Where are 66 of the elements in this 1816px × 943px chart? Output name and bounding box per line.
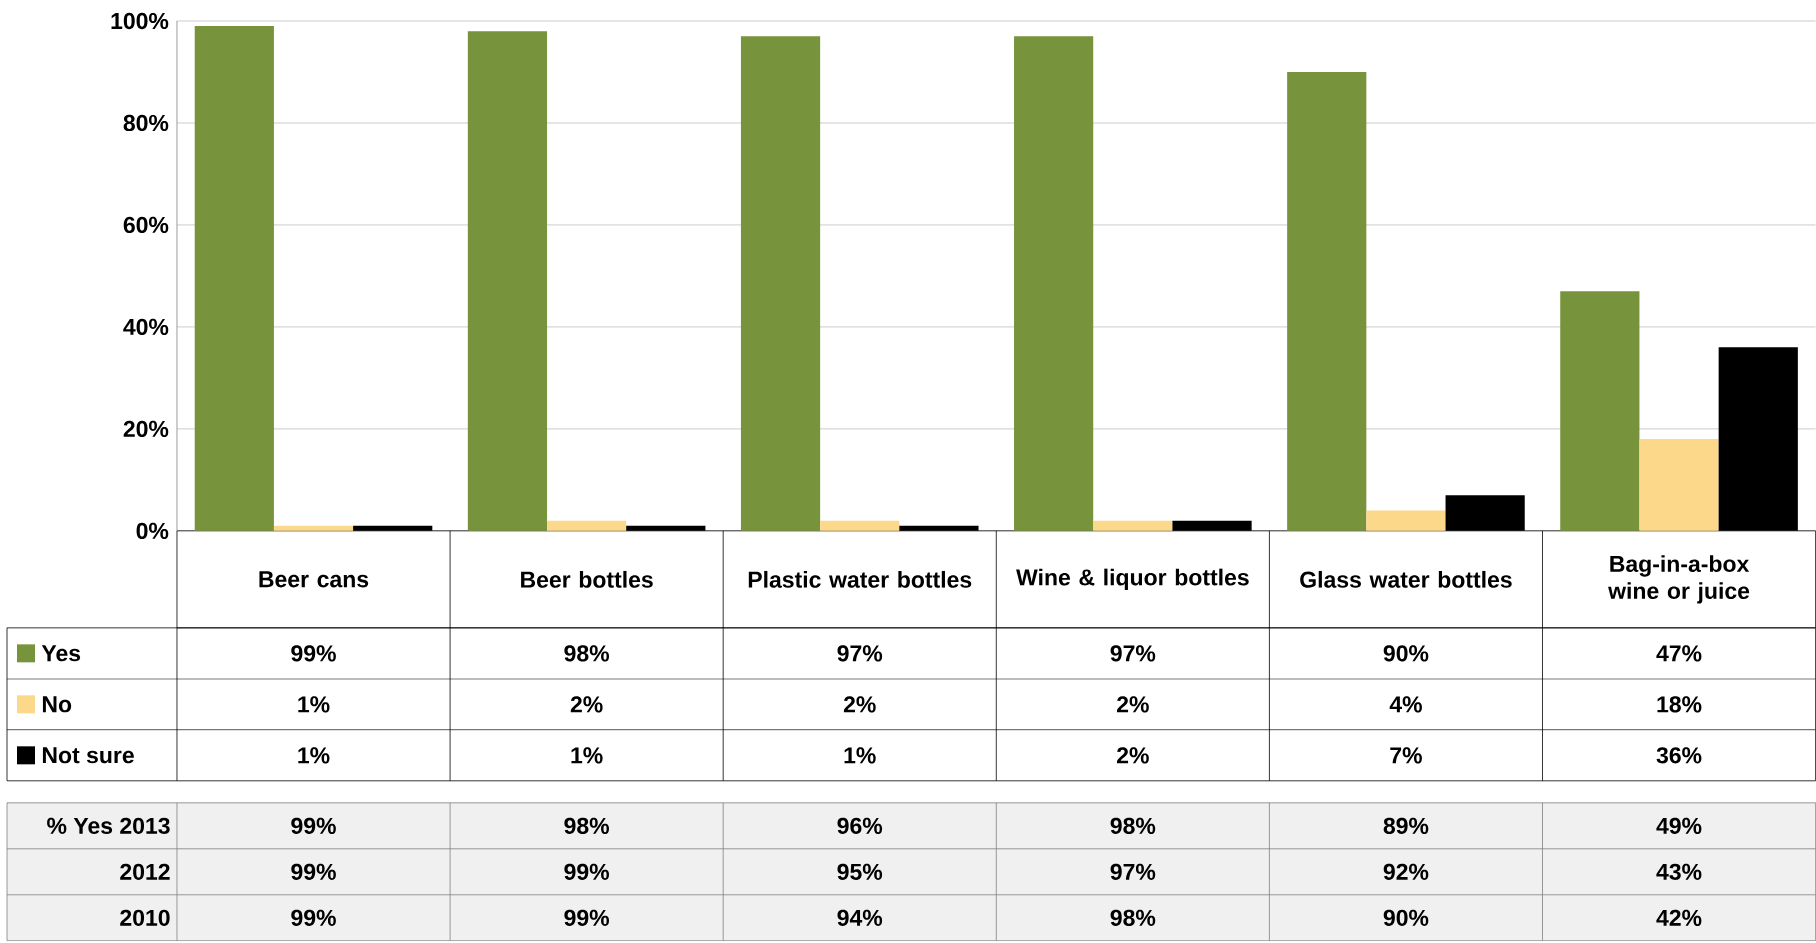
bar	[1639, 439, 1719, 531]
bar	[1287, 72, 1367, 531]
x-tick-label: Bag-in-a-box wine or juice	[1608, 555, 1750, 604]
y-tick-label: 0%	[136, 522, 169, 540]
legend-label: No	[42, 696, 72, 713]
bar	[1093, 520, 1173, 531]
x-tick-label: Wine & liquor bottles	[1016, 568, 1249, 591]
text: 2012	[120, 863, 170, 881]
text: 98%	[1110, 909, 1156, 927]
legend-label: Yes	[41, 645, 81, 662]
bar	[1560, 291, 1640, 531]
bar	[273, 525, 354, 531]
x-tick-label: Beer bottles	[521, 571, 653, 588]
text: 99%	[291, 817, 336, 835]
data-label: 4%	[1389, 696, 1422, 713]
y-tick-label: 60%	[123, 216, 169, 234]
y-tick-label: 20%	[123, 420, 169, 438]
data-label: 2%	[570, 696, 603, 713]
text: 94%	[837, 909, 883, 927]
bar	[820, 520, 900, 531]
text: 92%	[1383, 863, 1429, 881]
data-label: 97%	[837, 645, 883, 662]
data-label: 1%	[298, 696, 330, 713]
text: 43%	[1656, 863, 1702, 881]
x-tick-label: Beer cans	[259, 571, 369, 588]
data-label: 36%	[1656, 747, 1702, 764]
text: 49%	[1656, 817, 1702, 835]
y-tick-label: 40%	[123, 318, 169, 336]
text: 89%	[1383, 817, 1429, 835]
data-label: 90%	[1383, 645, 1429, 662]
text: 98%	[1110, 817, 1156, 835]
text: 99%	[564, 909, 610, 927]
text: 42%	[1656, 909, 1702, 927]
data-label: 1%	[298, 747, 330, 764]
bar	[194, 26, 274, 531]
data-label: 97%	[1110, 645, 1156, 662]
text: 96%	[837, 817, 883, 835]
data-label: 1%	[844, 747, 876, 764]
text: 99%	[564, 863, 610, 881]
text: 97%	[1110, 863, 1156, 881]
data-label: 99%	[291, 645, 336, 662]
text: 95%	[837, 863, 883, 881]
data-label: 2%	[843, 696, 876, 713]
data-label: 18%	[1657, 696, 1702, 713]
bar	[1014, 36, 1094, 531]
data-label: 47%	[1656, 645, 1702, 662]
data-label: 1%	[571, 747, 603, 764]
text: 2010	[120, 909, 170, 927]
y-tick-label: 80%	[123, 114, 169, 132]
x-tick-label: Plastic water bottles	[748, 571, 972, 588]
data-label: 7%	[1390, 747, 1422, 764]
y-tick-label: 100%	[111, 12, 169, 30]
data-label: 2%	[1117, 696, 1149, 713]
text: % Yes 2013	[47, 817, 170, 835]
bar	[467, 31, 548, 531]
bar	[547, 520, 627, 531]
x-tick-label: Glass water bottles	[1300, 571, 1512, 588]
data-label: 2%	[1117, 747, 1149, 764]
text: 90%	[1383, 909, 1429, 927]
text: 99%	[291, 863, 336, 881]
bar	[740, 36, 821, 531]
data-label: 98%	[564, 645, 610, 662]
text: 99%	[291, 909, 336, 927]
legend-label: Not sure	[42, 747, 134, 764]
bar	[1366, 510, 1446, 531]
text: 98%	[564, 817, 610, 835]
